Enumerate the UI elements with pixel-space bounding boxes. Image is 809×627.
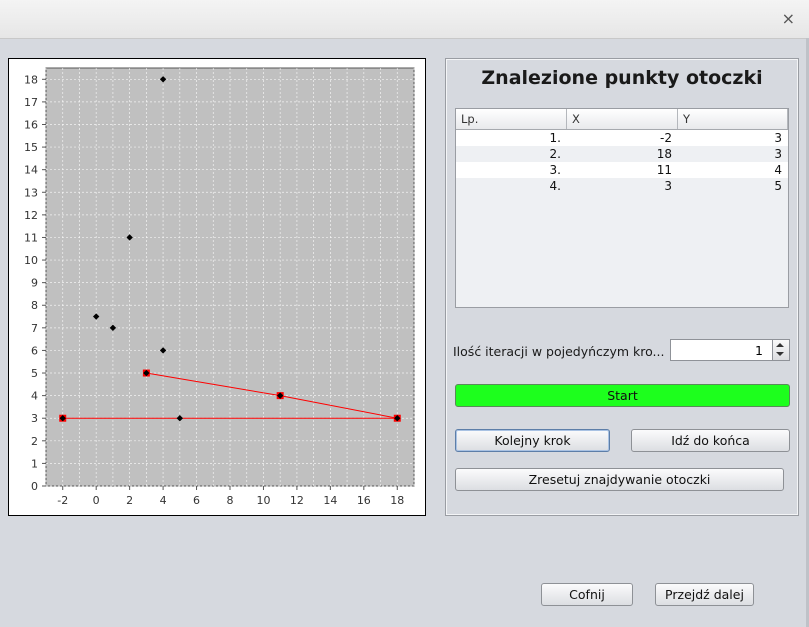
y-tick-label: 7 [31,322,38,335]
cell-lp: 3. [549,163,561,177]
start-button[interactable]: Start [455,384,790,407]
iterations-label: Ilość iteracji w pojedyńczym kro... [453,344,665,359]
panel-title: Znalezione punkty otoczki [481,67,763,89]
y-tick-label: 4 [31,390,38,403]
table-row[interactable]: 3. 11 4 [456,162,788,178]
hull-results-panel: Znalezione punkty otoczki Lp. X Y 1. -2 … [445,58,799,516]
spinner-down-icon[interactable] [776,352,784,356]
y-tick-label: 18 [24,73,38,86]
y-tick-label: 11 [24,231,38,244]
cell-y: 3 [774,131,782,145]
data-point [92,313,100,320]
table-row[interactable]: 2. 18 3 [456,146,788,162]
y-tick-label: 2 [31,435,38,448]
cell-lp: 4. [549,179,561,193]
cell-y: 3 [774,147,782,161]
chart-panel: -2 0 2 4 6 8 10 12 14 16 18 0 1 2 3 4 5 6 7 8 9 10 11 12 13 14 15 1… [8,58,426,516]
data-point [59,415,66,422]
cell-x: 18 [656,147,672,161]
x-tick-label: 0 [93,494,100,507]
column-header-y[interactable]: Y [678,109,788,129]
forward-button[interactable]: Przejdź dalej [655,583,754,606]
y-tick-label: 5 [31,367,38,380]
y-tick-label: 1 [31,457,38,470]
go-to-end-button[interactable]: Idź do końca [631,429,790,452]
hull-edge [146,372,281,397]
back-button[interactable]: Cofnij [541,583,633,606]
x-tick-label: 6 [193,494,200,507]
data-point [126,234,133,241]
x-tick-label: 8 [227,494,234,507]
x-tick-label: 18 [390,494,404,507]
data-point [276,392,284,399]
cell-x: -2 [660,131,672,145]
y-tick-label: 10 [24,254,38,267]
x-tick-label: 4 [160,494,167,507]
x-tick-label: 2 [126,494,133,507]
cell-lp: 2. [549,147,561,161]
hull-edge [280,395,398,419]
y-tick-label: 0 [31,480,38,493]
spinner-up-icon[interactable] [776,343,784,347]
iterations-value[interactable]: 1 [755,343,763,358]
cell-x: 11 [656,163,672,177]
column-header-x[interactable]: X [567,109,678,129]
data-point [394,415,401,422]
cell-x: 3 [664,179,672,193]
data-point [109,324,117,332]
hull-points-table[interactable]: Lp. X Y 1. -2 3 2. 18 3 3. 11 4 4. 3 5 [455,108,789,308]
x-tick-label: 12 [290,494,304,507]
y-tick-label: 14 [24,164,38,177]
window-edge [806,38,809,627]
spinner-buttons [772,340,789,360]
y-tick-label: 8 [31,299,38,312]
data-point [159,76,167,83]
data-point [176,415,184,422]
x-tick-label: -2 [57,494,68,507]
iterations-spinner[interactable]: 1 [670,339,790,361]
x-tick-label: 16 [357,494,371,507]
y-tick-label: 13 [24,186,38,199]
x-tick-label: 10 [256,494,270,507]
cell-lp: 1. [549,131,561,145]
next-step-button[interactable]: Kolejny krok [455,429,610,452]
cell-y: 5 [774,179,782,193]
scatter-chart: -2 0 2 4 6 8 10 12 14 16 1801234567891011121314151… [24,67,415,507]
table-row[interactable]: 1. -2 3 [456,130,788,146]
cell-y: 4 [774,163,782,177]
data-point [159,347,167,354]
x-tick-label: 14 [323,494,337,507]
y-tick-label: 12 [24,209,38,222]
y-tick-label: 16 [24,118,38,131]
y-tick-label: 15 [24,141,38,154]
close-icon[interactable]: × [781,9,795,28]
y-tick-label: 3 [31,412,38,425]
y-tick-label: 9 [31,277,38,290]
reset-button[interactable]: Zresetuj znajdywanie otoczki [455,468,784,491]
table-row[interactable]: 4. 3 5 [456,178,788,194]
data-point [143,369,150,377]
y-tick-label: 17 [24,96,38,109]
table-header: Lp. X Y [456,109,788,130]
window-titlebar: × [0,0,809,39]
column-header-lp[interactable]: Lp. [456,109,567,129]
y-tick-label: 6 [31,344,38,357]
